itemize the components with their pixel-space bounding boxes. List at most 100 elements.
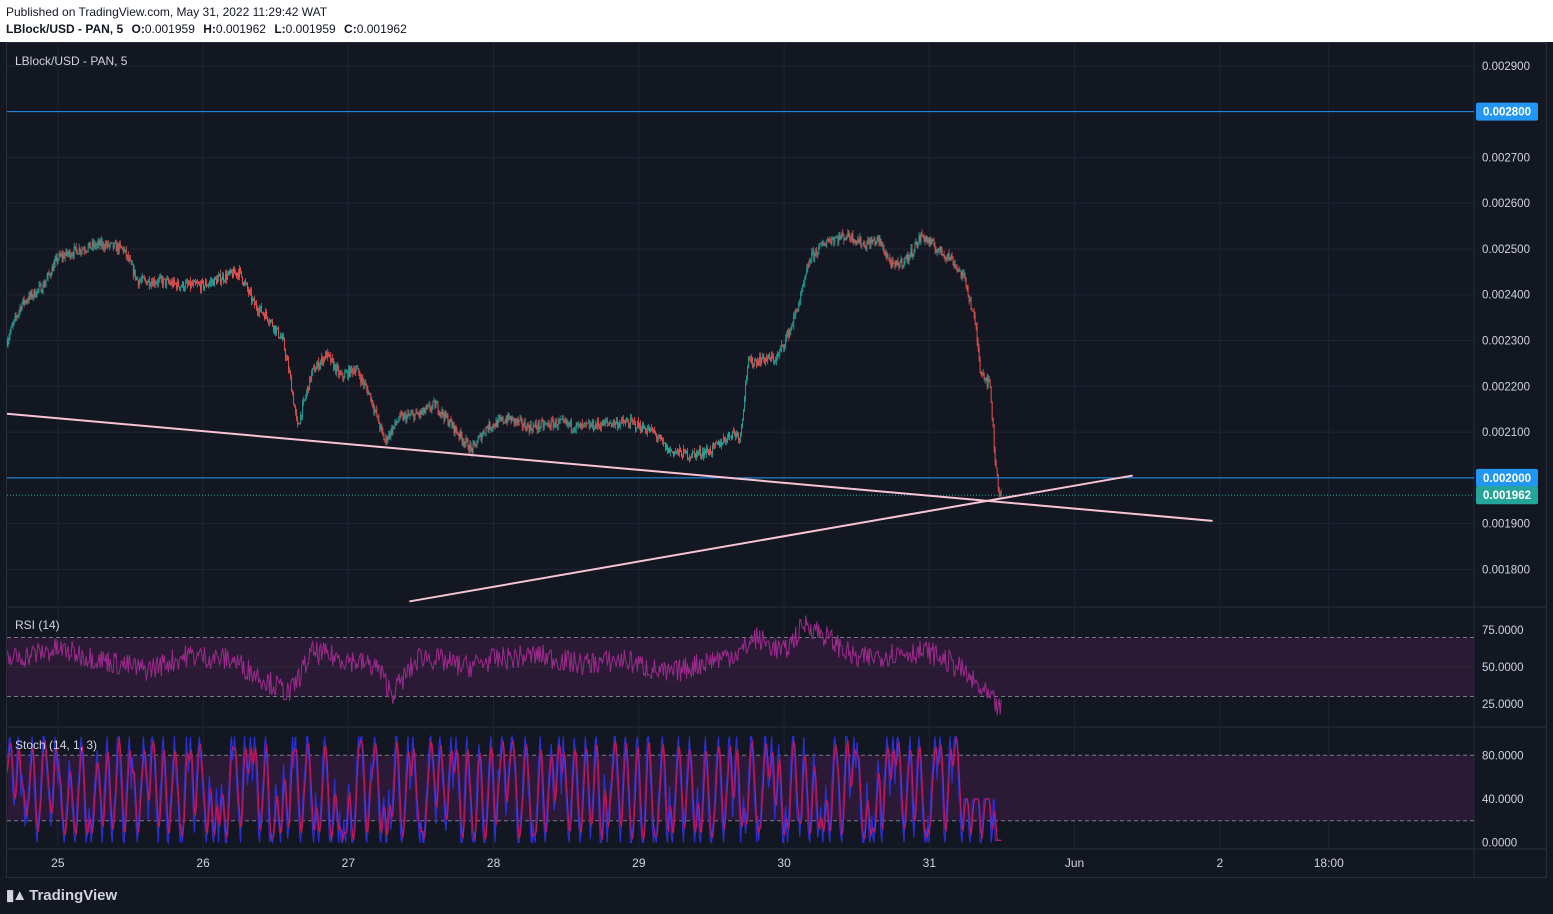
candle-body (148, 279, 150, 287)
candle-body (92, 242, 94, 247)
candle-body (296, 411, 298, 418)
candle-body (807, 264, 809, 269)
candle-body (923, 235, 925, 242)
candle-body (66, 250, 68, 255)
candle-body (844, 238, 846, 241)
candle-body (213, 280, 214, 286)
candle-body (305, 396, 307, 400)
candle-body (974, 315, 976, 324)
candle-body (517, 418, 519, 423)
candle-body (27, 300, 29, 302)
candle-body (51, 266, 53, 276)
candle-body (364, 383, 366, 386)
candle-body (32, 295, 34, 298)
candle-body (167, 278, 169, 283)
candle-body (550, 419, 552, 428)
tradingview-logo[interactable]: ▮▲ TradingView (6, 886, 117, 905)
price-tick-label: 0.002100 (1482, 427, 1530, 439)
candle-body (84, 250, 86, 252)
candle-body (303, 399, 305, 404)
candle-body (763, 353, 765, 359)
candle-body (588, 422, 590, 428)
candle-body (761, 359, 763, 364)
candle-body (156, 282, 158, 284)
candle-body (920, 233, 922, 242)
candle-body (58, 253, 60, 260)
close-label: C: (344, 22, 357, 36)
candle-body (794, 314, 796, 316)
candle-body (925, 237, 927, 239)
candle-body (462, 441, 464, 443)
candle-body (308, 386, 310, 391)
candle-body (320, 361, 322, 366)
candle-body (65, 250, 67, 256)
ohlc-readout: LBlock/USD - PAN, 5 O:0.001959 H:0.00196… (6, 22, 407, 36)
candle-body (726, 441, 727, 443)
candle-body (366, 385, 368, 389)
candle-body (268, 320, 269, 323)
stoch-pane-title: Stoch (14, 1, 3) (15, 738, 98, 752)
candle-body (414, 414, 416, 421)
candle-body (973, 311, 975, 316)
candle-body (573, 430, 575, 431)
candle-body (520, 418, 522, 420)
footer (0, 878, 1553, 914)
candle-body (540, 420, 542, 428)
candle-body (313, 366, 315, 369)
candle-body (267, 316, 268, 321)
candle-body (13, 319, 15, 324)
candle-body (137, 280, 139, 286)
candle-body (682, 456, 683, 458)
candle-body (675, 452, 676, 453)
candle-body (623, 422, 625, 424)
candle-body (970, 299, 972, 310)
candle-body (927, 239, 929, 242)
candle-body (866, 243, 868, 248)
candle-body (546, 423, 548, 424)
candle-body (906, 254, 908, 259)
candle-body (635, 428, 637, 430)
candle-body (252, 298, 253, 302)
candle-body (87, 245, 89, 251)
candle-body (446, 416, 448, 418)
candle-body (843, 235, 845, 241)
candle-body (955, 264, 957, 268)
candle-body (420, 410, 422, 415)
candle-body (63, 254, 65, 259)
candle-body (330, 355, 332, 363)
candle-body (346, 371, 348, 373)
candle-body (143, 277, 145, 279)
x-tick-label: 29 (632, 856, 646, 870)
candle-body (518, 420, 520, 423)
candle-body (386, 436, 388, 442)
candle-body (232, 272, 233, 278)
candle-body (753, 364, 755, 367)
candle-body (409, 415, 411, 416)
candle-body (821, 242, 823, 246)
candle-body (846, 238, 848, 239)
candle-body (311, 372, 313, 381)
high-label: H: (203, 22, 216, 36)
candle-body (861, 244, 863, 246)
candle-body (342, 372, 344, 378)
candle-body (12, 323, 14, 326)
candle-body (547, 423, 549, 424)
candle-body (408, 413, 410, 416)
candle-body (57, 259, 59, 263)
candle-body (453, 422, 455, 433)
candle-body (120, 245, 122, 248)
candle-body (153, 279, 155, 285)
candle-body (593, 429, 595, 430)
candle-body (950, 255, 952, 261)
candle-body (166, 278, 168, 280)
candle-body (823, 243, 825, 246)
candle-body (617, 423, 619, 428)
candle-body (169, 282, 171, 285)
candle-body (576, 423, 578, 425)
stoch-d-line (6, 736, 1002, 842)
candle-body (776, 357, 778, 362)
candle-body (882, 245, 884, 247)
candle-body (579, 423, 581, 429)
candle-body (423, 407, 425, 414)
